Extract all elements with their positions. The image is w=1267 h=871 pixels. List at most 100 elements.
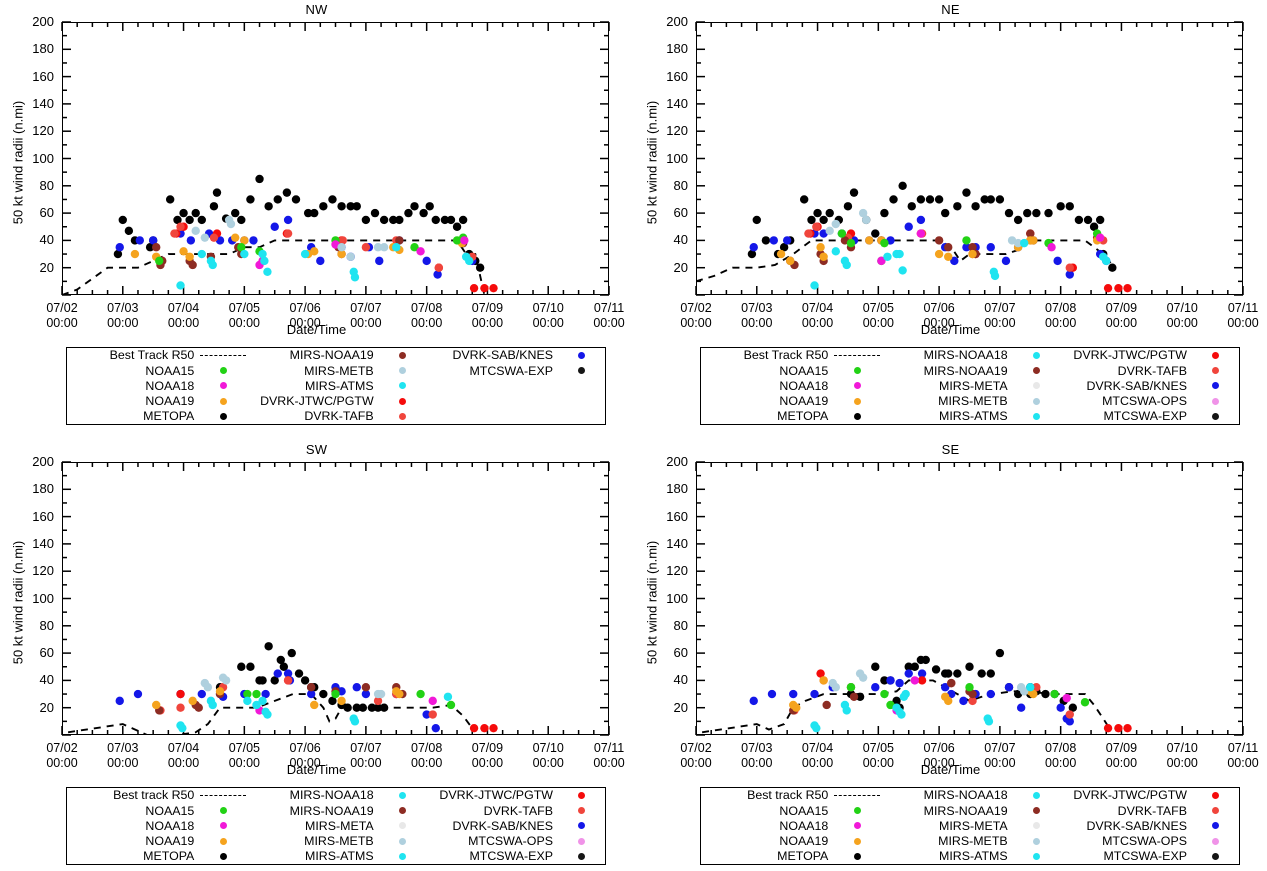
data-point <box>871 229 880 238</box>
data-point <box>831 219 840 229</box>
x-tick-label: 07/04 00:00 <box>167 741 200 770</box>
data-point <box>861 215 871 225</box>
y-tick-label: 160 <box>666 68 688 84</box>
data-point <box>968 243 977 252</box>
plot-canvas-se <box>695 461 1244 736</box>
data-point <box>1102 256 1111 266</box>
data-point <box>352 202 361 211</box>
legend-label: DVRK-JTWC/PGTW <box>1073 788 1187 803</box>
legend-dot-marker <box>380 397 426 405</box>
data-point <box>350 717 360 726</box>
legend-dot-marker <box>1193 807 1239 815</box>
data-point <box>237 215 246 225</box>
series-noaa18 <box>877 229 1105 266</box>
panel-title-ne: NE <box>941 2 960 17</box>
x-tick-label: 07/07 00:00 <box>984 301 1016 330</box>
legend-dot-marker <box>380 382 426 390</box>
data-point <box>145 243 155 252</box>
legend-dot-marker <box>559 792 605 800</box>
y-tick-label: 120 <box>32 123 54 139</box>
series-dvrk-sab-knes <box>749 215 1111 279</box>
data-point <box>306 689 316 699</box>
data-point <box>901 689 910 699</box>
data-point <box>792 703 801 712</box>
data-point <box>1016 703 1026 712</box>
legend-label: NOAA18 <box>779 378 829 393</box>
data-point <box>270 676 279 685</box>
data-point <box>1056 202 1065 211</box>
data-point <box>1095 233 1105 242</box>
data-point <box>176 281 185 290</box>
data-point <box>433 270 442 279</box>
data-point <box>947 678 956 688</box>
data-point <box>361 683 371 692</box>
data-point <box>133 689 143 699</box>
data-point <box>176 222 185 231</box>
data-point <box>389 215 398 225</box>
data-point <box>986 195 995 204</box>
x-tick-label: 07/08 00:00 <box>1045 741 1077 770</box>
data-point <box>1103 723 1113 733</box>
data-point <box>898 181 907 190</box>
data-point <box>215 687 225 696</box>
y-tick-label: 20 <box>673 259 688 275</box>
x-tick-label: 07/03 00:00 <box>741 301 773 330</box>
data-point <box>338 236 347 245</box>
data-point <box>984 717 994 726</box>
data-point <box>191 226 200 236</box>
data-point <box>804 229 813 238</box>
data-point <box>379 703 389 712</box>
legend-label: MIRS-METB <box>938 833 1008 848</box>
data-point <box>480 283 489 293</box>
data-point <box>178 723 187 733</box>
data-point <box>807 215 816 225</box>
data-point <box>475 263 485 272</box>
data-point <box>934 195 944 204</box>
legend-dot-marker <box>559 852 605 860</box>
x-tick-label: 07/05 00:00 <box>228 741 260 770</box>
y-tick-label: 60 <box>673 205 688 221</box>
series-mirs-atms <box>810 238 1111 290</box>
series-metopa <box>215 642 389 712</box>
data-point <box>1020 687 1029 696</box>
data-point <box>294 669 304 678</box>
data-point <box>1050 689 1059 699</box>
legend-dot-marker <box>380 792 426 800</box>
data-point <box>352 683 361 692</box>
data-point <box>1023 208 1032 218</box>
data-point <box>921 655 930 665</box>
series-metopa <box>747 181 1117 272</box>
legend-label: DVRK-SAB/KNES <box>452 818 553 833</box>
data-layer <box>63 174 498 294</box>
legend-dot-marker <box>559 822 605 830</box>
data-point <box>231 208 240 218</box>
legend-dot-marker <box>380 352 426 360</box>
data-point <box>1065 717 1074 726</box>
legend-dot-marker <box>1014 367 1060 375</box>
data-point <box>898 266 907 275</box>
data-point <box>469 283 479 293</box>
legend-dot-marker <box>1014 852 1060 860</box>
y-tick-label: 200 <box>666 454 688 469</box>
data-point <box>118 215 127 225</box>
data-point <box>410 202 419 211</box>
data-point <box>203 683 213 692</box>
y-ticks <box>62 461 609 736</box>
data-point <box>871 662 880 671</box>
data-point <box>752 215 761 225</box>
data-point <box>953 202 962 211</box>
data-point <box>276 655 285 665</box>
data-point <box>925 195 935 204</box>
data-point <box>843 202 853 211</box>
legend-label: MTCSWA-EXP <box>1103 849 1187 864</box>
data-point <box>831 683 840 692</box>
data-point <box>237 662 246 671</box>
data-point <box>889 195 898 204</box>
data-point <box>373 703 383 712</box>
x-tick-label: 07/07 00:00 <box>350 741 382 770</box>
data-point <box>392 243 401 252</box>
data-point <box>959 696 968 706</box>
legend-dot-marker <box>1014 822 1060 830</box>
x-tick-label: 07/09 00:00 <box>1105 741 1138 770</box>
data-point <box>176 703 185 712</box>
